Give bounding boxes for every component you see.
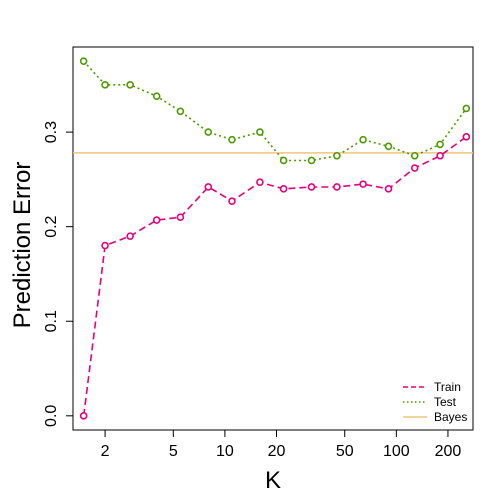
y-axis: 0.0 0.1 0.2 0.3 [43,121,73,427]
test-data-point [333,151,341,160]
y-tick-label: 0.3 [43,121,60,143]
train-data-point [307,183,316,191]
x-tick-label: 20 [268,443,286,460]
x-axis: 2 5 10 20 50 100 200 [101,430,462,460]
test-data-point [126,81,134,89]
train-data-point [256,178,264,187]
plot-frame [72,46,474,431]
test-data-point [410,151,419,160]
train-data-point [359,180,367,188]
train-data-point [436,151,444,160]
x-tick-label: 10 [216,443,234,460]
test-data-point [436,140,444,149]
train-data-point [228,197,236,205]
train-data-point [152,216,161,224]
train-data-point [333,183,341,191]
train-data-point [204,183,213,191]
x-tick-label: 2 [101,443,110,460]
test-data-point [101,81,109,89]
train-data-point [279,185,288,193]
series-points [79,57,471,420]
series-lines [82,60,467,416]
test-data-point [256,128,264,136]
x-axis-title: K [265,467,281,494]
test-data-point [228,135,236,144]
x-tick-label: 50 [336,443,354,460]
x-tick-label: 200 [435,443,462,460]
x-tick-label: 100 [383,443,410,460]
y-axis-title: Prediction Error [9,162,36,329]
legend-label-bayes: Bayes [434,410,467,424]
legend-label-test: Test [434,395,457,409]
y-tick-label: 0.1 [43,310,60,332]
test-data-point [462,104,471,113]
x-tick-label: 5 [169,443,178,460]
y-tick-label: 0.2 [43,215,60,237]
test-data-point [204,128,213,136]
test-data-point [176,107,185,116]
legend-label-train: Train [434,380,461,394]
test-data-point [384,142,393,151]
test-series-line [83,60,467,162]
train-data-point [462,133,471,141]
y-tick-label: 0.0 [43,405,60,427]
train-data-point [101,241,109,250]
test-data-point [79,57,88,65]
test-data-point [279,156,288,165]
train-data-point [126,232,134,240]
test-data-point [152,92,161,100]
train-data-point [384,185,393,193]
train-data-point [176,213,185,222]
test-data-point [359,135,367,144]
test-data-point [307,156,316,165]
train-data-point [410,164,419,172]
train-data-point [79,412,88,420]
train-series-line [82,136,467,416]
